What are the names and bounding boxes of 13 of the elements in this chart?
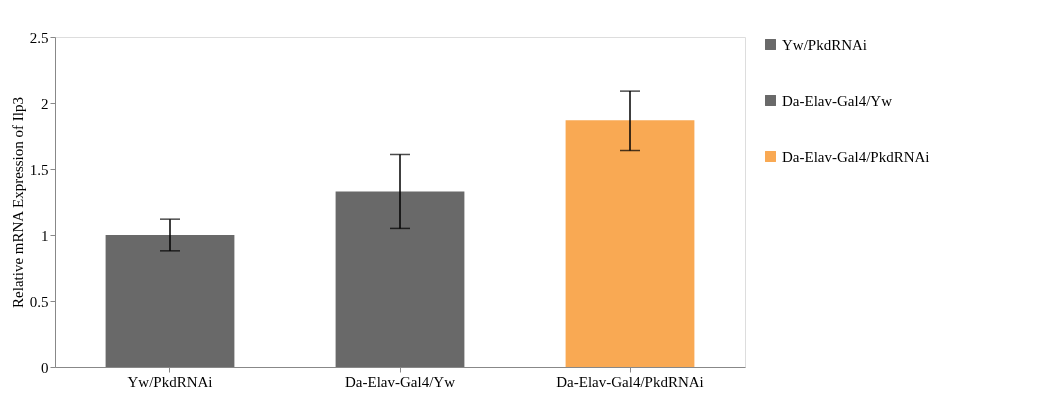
legend-label: Da-Elav-Gal4/PkdRNAi	[782, 148, 930, 165]
y-tick-label: 2	[41, 95, 49, 112]
y-tick-label: 0.5	[29, 293, 49, 310]
y-tick-label: 0	[41, 359, 49, 376]
legend-label: Da-Elav-Gal4/Yw	[782, 92, 893, 109]
y-tick-label: 2.5	[29, 29, 49, 46]
y-axis-title: Relative mRNA Expression of Ilp3	[9, 97, 26, 308]
x-tick-label: Da-Elav-Gal4/Yw	[345, 373, 456, 390]
legend-label: Yw/PkdRNAi	[782, 36, 868, 53]
x-tick-label: Yw/PkdRNAi	[127, 373, 213, 390]
x-tick-label: Da-Elav-Gal4/PkdRNAi	[556, 373, 704, 390]
y-tick-label: 1	[41, 227, 49, 244]
y-tick-label: 1.5	[29, 161, 49, 178]
